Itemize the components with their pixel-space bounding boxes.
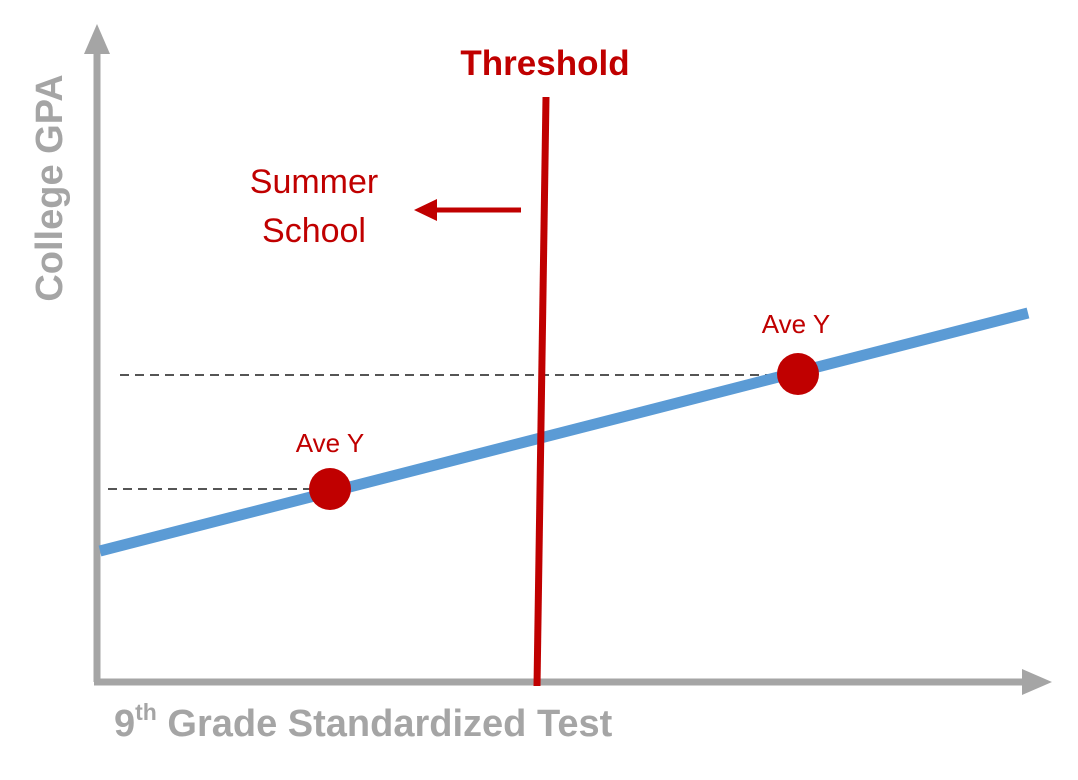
ave-point-left [309,468,351,510]
x-axis-label-superscript: th [135,699,157,725]
regression-line [98,307,1030,557]
ave-y-label-left: Ave Y [296,428,364,458]
x-axis-label-number: 9 [114,703,135,745]
summer-school-arrow-icon [414,199,437,221]
threshold-label: Threshold [460,44,629,83]
y-axis-label: College GPA [29,74,71,301]
ave-point-right [777,353,819,395]
y-axis-arrowhead [84,24,110,54]
threshold-line [533,96,550,687]
ave-y-label-right: Ave Y [762,309,830,339]
x-axis-label-rest: Grade Standardized Test [157,703,613,745]
summer-school-label-line2: School [262,212,366,250]
summer-school-label-line1: Summer [250,163,378,201]
x-axis-label: 9th Grade Standardized Test [114,699,613,745]
x-axis-arrowhead [1022,669,1052,695]
